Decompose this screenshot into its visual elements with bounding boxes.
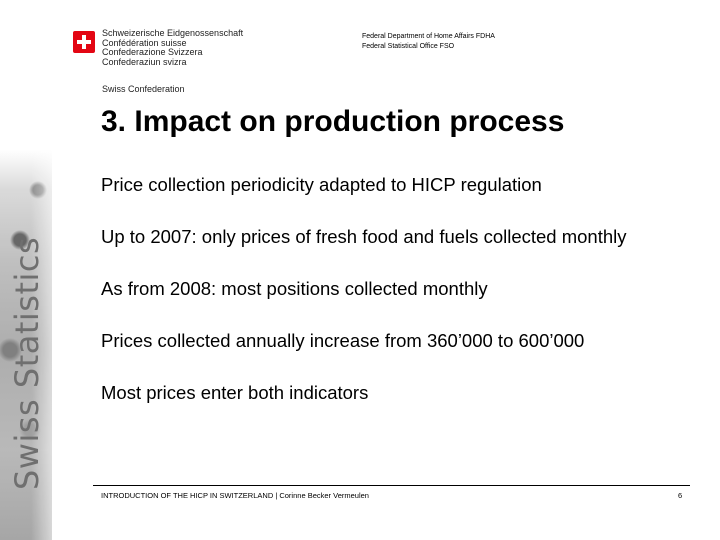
footer-text: INTRODUCTION OF THE HICP IN SWITZERLAND … <box>101 491 369 500</box>
department-line: Federal Department of Home Affairs FDHA <box>362 33 495 40</box>
confederation-line: Confédération suisse <box>102 37 187 48</box>
bullet-item: Up to 2007: only prices of fresh food an… <box>101 226 627 247</box>
bullet-item: Most prices enter both indicators <box>101 382 369 403</box>
slide-title: 3. Impact on production process <box>101 105 565 138</box>
department-block: Federal Department of Home Affairs FDHA … <box>362 32 495 52</box>
department-line: Federal Statistical Office FSO <box>362 43 455 50</box>
side-label: Swiss Statistics <box>8 236 46 490</box>
confederation-line: Confederazione Svizzera <box>102 47 203 57</box>
confederation-line: Confederaziun svizra <box>102 56 187 67</box>
confederation-names: Schweizerische Eidgenossenschaft Confédé… <box>102 28 244 67</box>
bullet-list: Price collection periodicity adapted to … <box>101 172 691 406</box>
side-photo-strip <box>0 150 52 540</box>
bullet-item: Price collection periodicity adapted to … <box>101 174 542 195</box>
bullet-item: As from 2008: most positions collected m… <box>101 278 488 299</box>
page-number: 6 <box>678 491 683 500</box>
footer-divider <box>93 485 690 486</box>
bullet-item: Prices collected annually increase from … <box>101 330 585 351</box>
confederation-line: Schweizerische Eidgenossenschaft <box>102 28 244 38</box>
swiss-cross-icon <box>73 31 95 53</box>
confederation-short: Swiss Confederation <box>102 84 185 94</box>
